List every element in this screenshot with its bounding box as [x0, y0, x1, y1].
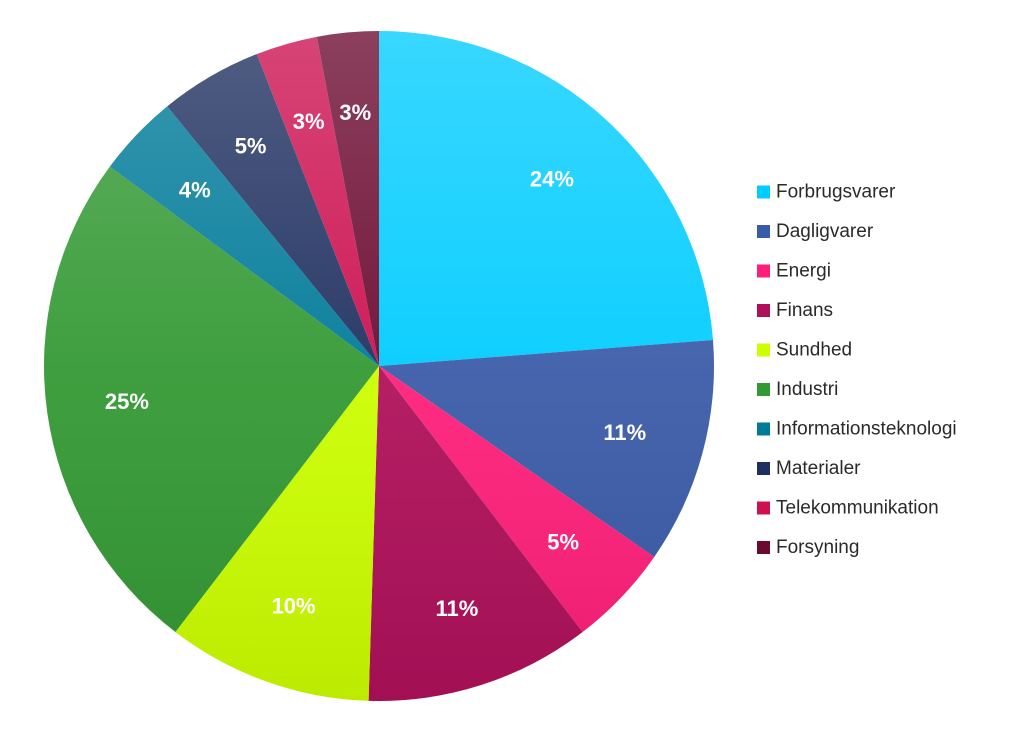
legend-item-telekommunikation: Telekommunikation — [757, 498, 939, 519]
pie-value-label-finans: 11% — [435, 596, 478, 621]
legend-swatch — [757, 462, 770, 475]
legend-label: Forbrugsvarer — [776, 182, 896, 203]
legend-swatch — [757, 264, 770, 278]
legend-label: Energi — [776, 261, 831, 282]
legend: Forbrugsvarer Dagligvarer Energi Finans Sund… — [757, 182, 957, 558]
legend-label: Telekommunikation — [776, 498, 939, 519]
pie-slice-forbrugsvarer — [379, 31, 713, 366]
legend-label: Informationsteknologi — [776, 419, 957, 440]
legend-swatch — [757, 501, 770, 515]
legend-item-forbrugsvarer: Forbrugsvarer — [757, 182, 896, 203]
legend-swatch — [757, 185, 770, 199]
pie-value-label-materialer: 5% — [235, 134, 267, 159]
pie-value-label-informationsteknologi: 4% — [179, 178, 211, 203]
legend-label: Finans — [776, 300, 833, 321]
pie-value-label-dagligvarer: 11% — [603, 420, 646, 445]
legend-swatch — [757, 422, 770, 436]
legend-label: Sundhed — [776, 340, 852, 361]
legend-item-energi: Energi — [757, 261, 831, 282]
legend-label: Materialer — [776, 458, 861, 479]
legend-item-informationsteknologi: Informationsteknologi — [757, 419, 957, 440]
pie-slices — [43, 31, 715, 702]
pie-value-label-industri: 25% — [105, 389, 149, 414]
legend-item-materialer: Materialer — [757, 458, 861, 479]
pie-value-label-forbrugsvarer: 24% — [530, 167, 574, 192]
legend-item-sundhed: Sundhed — [757, 340, 852, 361]
legend-item-finans: Finans — [757, 300, 833, 321]
legend-label: Forsyning — [776, 537, 859, 558]
pie-value-label-energi: 5% — [547, 529, 579, 554]
legend-label: Industri — [776, 379, 838, 400]
legend-swatch — [757, 225, 770, 238]
legend-swatch — [757, 541, 770, 554]
legend-item-forsyning: Forsyning — [757, 537, 859, 558]
legend-item-industri: Industri — [757, 379, 838, 400]
pie-value-label-telekommunikation: 3% — [293, 109, 325, 134]
legend-swatch — [757, 343, 770, 357]
legend-item-dagligvarer: Dagligvarer — [757, 221, 874, 242]
pie-value-label-sundhed: 10% — [272, 593, 316, 618]
legend-swatch — [757, 304, 770, 317]
pie-value-labels: 24% 11% 5% 11% 10% 25% 4% 5% 3% 3% — [105, 100, 646, 621]
legend-swatch — [757, 383, 770, 396]
legend-label: Dagligvarer — [776, 221, 874, 242]
pie-value-label-forsyning: 3% — [339, 100, 371, 125]
